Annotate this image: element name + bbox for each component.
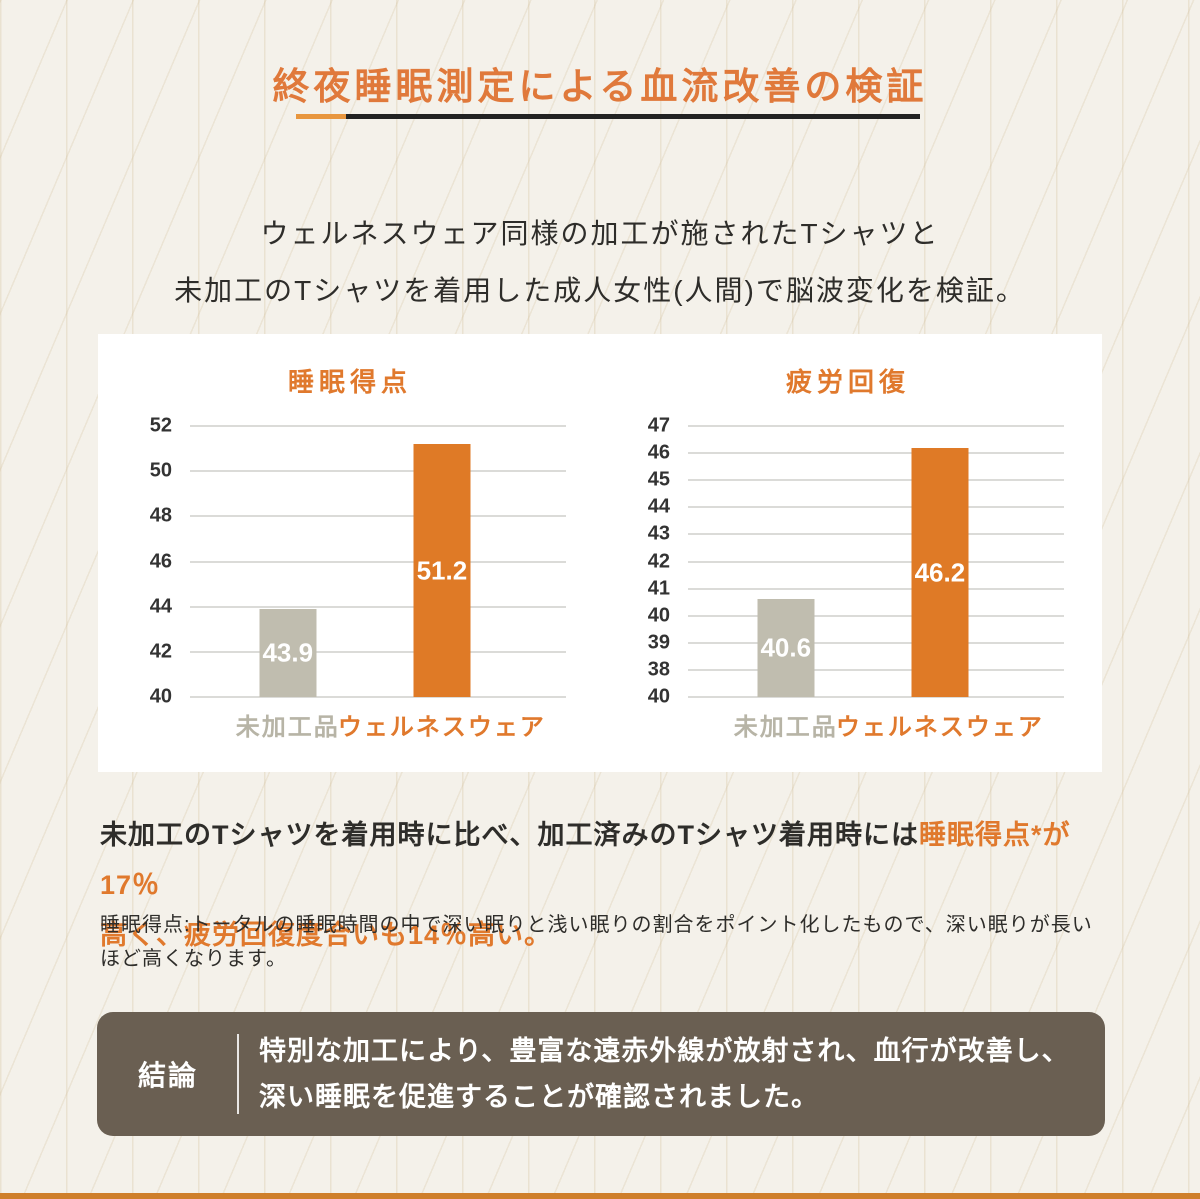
chart-title: 睡眠得点 [287,367,412,397]
gridline [190,515,566,518]
y-tick-label: 45 [647,468,670,491]
chart-x-labels: 未加工品 ウェルネスウェア [190,697,566,741]
x-category-label: 未加工品 [733,714,838,741]
result-statement: 未加工のTシャツを着用時に比べ、加工済みのTシャツ着用時には睡眠得点*が17％ 高… [100,810,1112,960]
y-tick-label: 42 [647,550,670,572]
page-title: 終夜睡眠測定による血流改善の検証 [272,66,928,107]
y-tick-label: 44 [647,495,670,518]
y-tick-label: 41 [647,577,670,600]
subtitle-line-1: ウェルネスウェア同様の加工が施されたTシャツと [260,218,940,249]
chart-bars: 40.6 46.2 [688,426,1064,697]
bar-wellness-wear: 46.2 [911,448,969,697]
conclusion-box: 結論 特別な加工により、豊富な遠赤外線が放射され、血行が改善し、 深い睡眠を促進… [97,1012,1105,1136]
chart-plot-area: 47 46 45 44 43 42 41 40 39 38 40 40.6 46.2 [618,415,1078,708]
gridline [688,696,1064,698]
footnote-line-2: ほど高くなります。 [100,948,287,970]
conclusion-text: 特別な加工により、豊富な遠赤外線が放射され、血行が改善し、 深い睡眠を促進するこ… [259,1012,1089,1136]
y-tick-label: 40 [647,685,670,708]
statement-highlight-1: 睡眠得点*が17％ [100,820,1071,900]
title-underline [296,114,920,119]
conclusion-label: 結論 [137,1060,198,1091]
gridline [190,650,566,653]
sleep-score-chart: 睡眠得点 52 50 48 46 44 42 40 43.9 51.2 未加工品 ウェルネスウェ… [120,364,580,741]
gridline [688,587,1064,590]
y-tick-label: 42 [149,640,172,663]
conclusion-line-2: 深い睡眠を促進することが確認されました。 [259,1082,819,1112]
statement-dark-text: 未加工のTシャツを着用時に比べ、加工済みのTシャツ着用時には [100,820,919,850]
x-category-label: 未加工品 [235,714,340,741]
gridline [688,614,1064,617]
bar-untreated: 43.9 [259,609,317,697]
x-category-label: ウェルネスウェア [337,714,546,741]
bar-value-label: 51.2 [416,555,468,585]
gridline [688,425,1064,427]
y-tick-label: 47 [647,414,670,437]
y-tick-label: 40 [647,604,670,627]
bar-value-label: 40.6 [760,632,812,663]
conclusion-divider [237,1034,239,1114]
y-tick-label: 46 [647,441,670,464]
chart-plot-area: 52 50 48 46 44 42 40 43.9 51.2 [120,415,580,708]
gridline [688,479,1064,482]
conclusion-line-1: 特別な加工により、豊富な遠赤外線が放射され、血行が改善し、 [259,1036,1070,1066]
bar-value-label: 43.9 [262,637,314,668]
bottom-accent-border [0,1193,1200,1199]
footnote: 睡眠得点:トータルの睡眠時間の中で深い眠りと浅い眠りの割合をポイント化したもので… [100,908,1112,976]
gridline [190,425,566,427]
chart-x-labels: 未加工品 ウェルネスウェア [688,697,1064,741]
gridline [688,506,1064,509]
gridline [190,696,566,698]
bar-value-label: 46.2 [914,557,966,587]
y-tick-label: 44 [149,595,172,618]
y-tick-label: 43 [647,522,670,545]
x-category-label: ウェルネスウェア [835,714,1044,741]
gridline [688,452,1064,455]
bar-untreated: 40.6 [757,599,815,697]
gridline [688,533,1064,536]
y-tick-label: 40 [149,685,172,708]
gridline [190,470,566,473]
y-tick-label: 39 [647,631,670,654]
gridline [688,641,1064,644]
y-tick-label: 48 [149,504,172,527]
gridline [688,560,1064,563]
fatigue-recovery-chart: 疲労回復 47 46 45 44 43 42 41 40 39 38 40 40.6 46.2 未加工… [618,364,1078,741]
gridline [190,560,566,563]
chart-bars: 43.9 51.2 [190,426,566,697]
gridline [688,668,1064,671]
statement-highlight-2: 高く、疲労回復度合いも14％高い。 [100,920,553,950]
y-tick-label: 52 [149,414,172,437]
gridline [190,605,566,608]
y-tick-label: 38 [647,658,670,681]
footnote-line-1: 睡眠得点:トータルの睡眠時間の中で深い眠りと浅い眠りの割合をポイント化したもので… [100,914,1093,936]
y-tick-label: 50 [149,459,172,482]
chart-title: 疲労回復 [785,367,910,397]
charts-panel: 睡眠得点 52 50 48 46 44 42 40 43.9 51.2 未加工品 ウェルネスウェ… [98,334,1102,772]
y-tick-label: 46 [149,550,172,572]
bar-wellness-wear: 51.2 [413,444,471,697]
subtitle-line-2: 未加工のTシャツを着用した成人女性(人間)で脳波変化を検証。 [174,275,1026,306]
title-underline-accent [296,114,346,119]
